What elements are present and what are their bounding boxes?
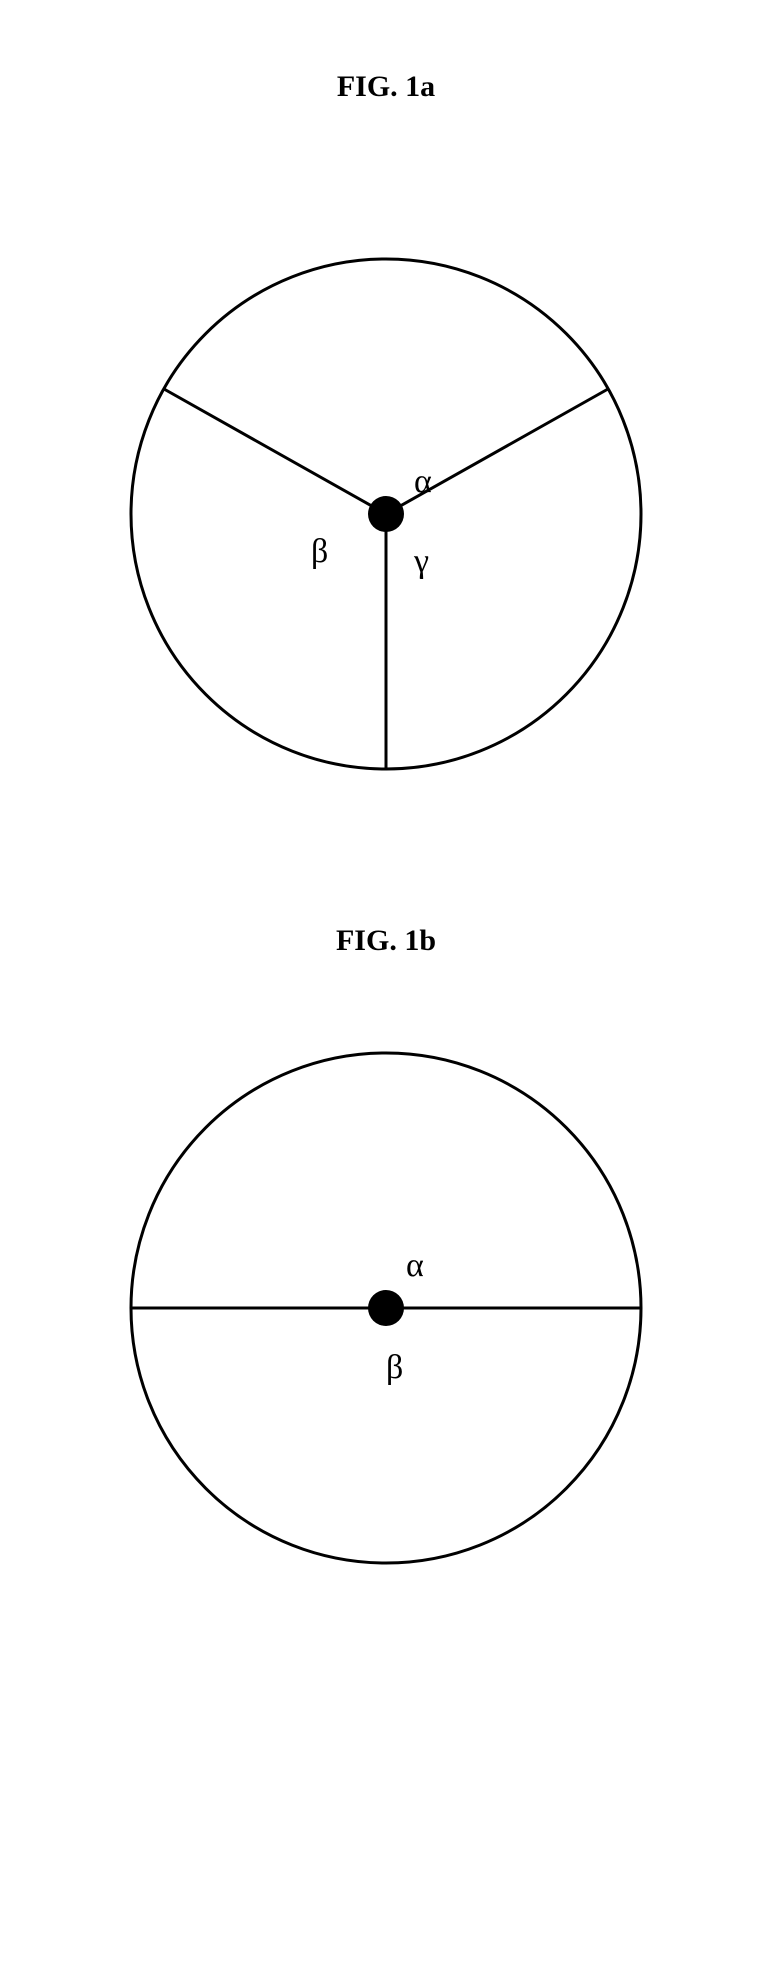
figure-a-center-dot [368,496,404,532]
figure-a-label-β: β [311,533,328,570]
figure-b-diagram: αβ [116,1018,656,1578]
figure-b-title: FIG. 1b [336,924,436,958]
figure-a-label-α: α [414,463,432,500]
figure-b-label-β: β [386,1349,403,1386]
figure-a-radius-0 [164,389,386,514]
figure-b-label-α: α [406,1247,424,1284]
figure-a-diagram: α β γ [116,214,656,834]
figure-a-title: FIG. 1a [337,70,435,104]
figure-a-label-γ: γ [413,543,429,580]
figure-b-center-dot [368,1290,404,1326]
